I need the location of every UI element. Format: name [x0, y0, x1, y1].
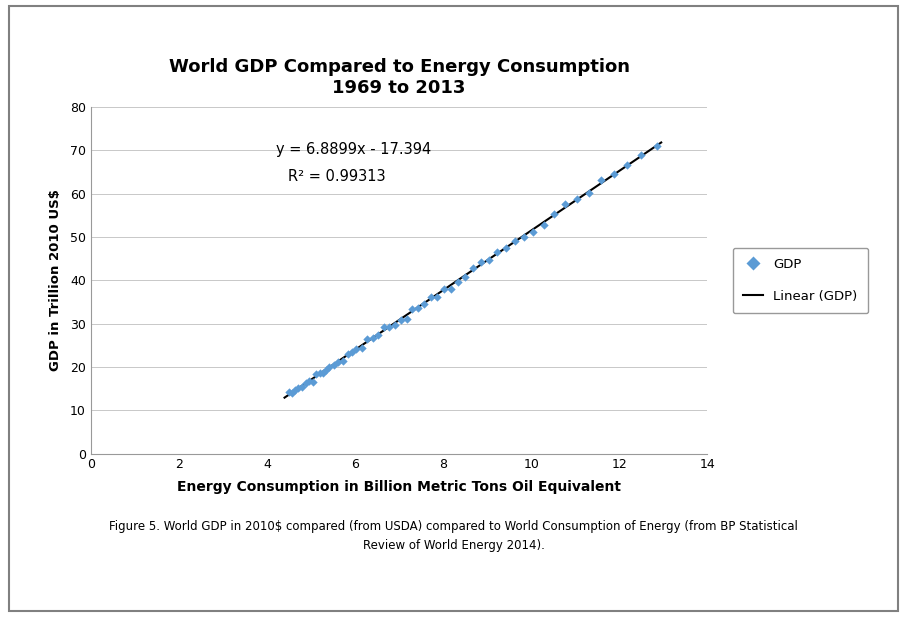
Point: [371, 330, 385, 340]
Point: [482, 255, 496, 265]
Point: [349, 343, 364, 353]
Point: [285, 388, 299, 398]
Point: [473, 257, 488, 267]
Point: [345, 346, 359, 357]
Point: [490, 248, 504, 258]
Point: [649, 140, 664, 151]
Point: [417, 299, 432, 309]
Point: [424, 292, 438, 302]
Point: [581, 188, 596, 198]
Point: [360, 334, 375, 344]
Legend: GDP, Linear (GDP): GDP, Linear (GDP): [733, 248, 868, 313]
Point: [547, 209, 561, 219]
Point: [291, 382, 306, 392]
Point: [620, 160, 635, 170]
Point: [382, 322, 396, 332]
Point: [331, 357, 346, 367]
Point: [507, 236, 522, 246]
Point: [451, 277, 465, 287]
Point: [593, 175, 608, 185]
Title: World GDP Compared to Energy Consumption
1969 to 2013: World GDP Compared to Energy Consumption…: [169, 59, 629, 97]
Point: [316, 368, 330, 378]
Point: [313, 368, 327, 378]
Text: y = 6.8899x - 17.394: y = 6.8899x - 17.394: [276, 142, 431, 157]
Point: [430, 292, 444, 302]
Point: [298, 378, 313, 388]
Point: [405, 304, 420, 314]
Point: [444, 284, 458, 294]
Point: [282, 387, 297, 397]
Point: [399, 314, 414, 324]
Text: Figure 5. World GDP in 2010$ compared (from USDA) compared to World Consumption : Figure 5. World GDP in 2010$ compared (f…: [109, 520, 798, 552]
Point: [306, 377, 320, 387]
Text: R² = 0.99313: R² = 0.99313: [288, 169, 385, 185]
Point: [295, 382, 309, 392]
Point: [411, 303, 425, 313]
Point: [499, 243, 513, 253]
Point: [526, 227, 541, 237]
Point: [388, 320, 403, 330]
Point: [318, 365, 333, 375]
Point: [376, 322, 391, 332]
X-axis label: Energy Consumption in Billion Metric Tons Oil Equivalent: Energy Consumption in Billion Metric Ton…: [177, 480, 621, 494]
Point: [302, 376, 317, 386]
Point: [465, 263, 480, 273]
Point: [634, 151, 649, 161]
Point: [558, 198, 572, 209]
Point: [309, 369, 324, 379]
Point: [366, 333, 380, 343]
Point: [437, 284, 452, 294]
Point: [536, 220, 551, 231]
Point: [327, 360, 341, 370]
Point: [288, 386, 302, 396]
Point: [336, 356, 350, 366]
Point: [570, 194, 584, 204]
Point: [607, 169, 621, 180]
Point: [340, 349, 355, 359]
Y-axis label: GDP in Trillion 2010 US$: GDP in Trillion 2010 US$: [48, 190, 62, 371]
Point: [458, 272, 473, 282]
Point: [516, 232, 531, 242]
Point: [322, 362, 336, 372]
Point: [355, 343, 369, 353]
Point: [394, 314, 408, 324]
